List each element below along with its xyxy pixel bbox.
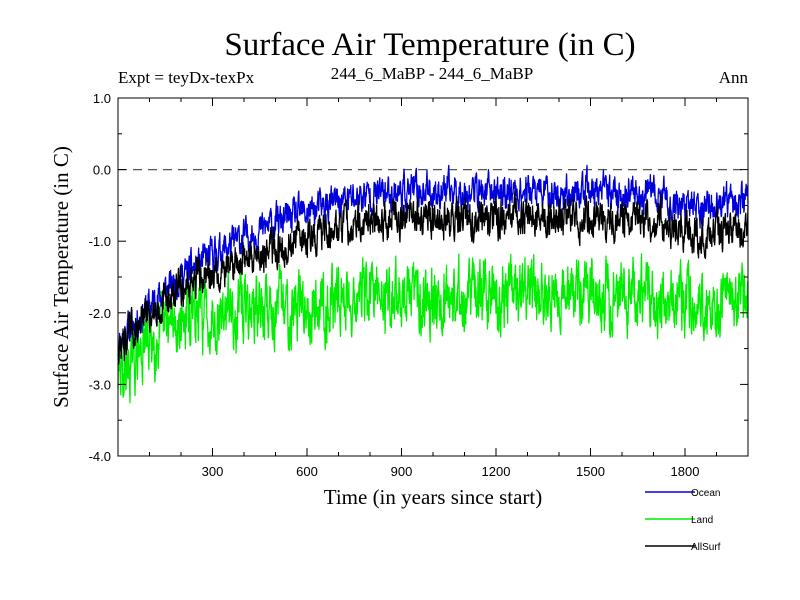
x-tick-label: 600 <box>296 464 318 479</box>
x-axis-label: Time (in years since start) <box>324 485 543 509</box>
legend-label-land: Land <box>691 515 713 526</box>
series-line-allsurf <box>117 189 749 365</box>
y-tick-label: -3.0 <box>89 377 111 392</box>
y-tick-label: 0.0 <box>93 163 111 178</box>
chart-subtitle-left: Expt = teyDx-texPx <box>118 68 255 87</box>
x-tick-label: 1500 <box>576 464 605 479</box>
chart-title: Surface Air Temperature (in C) <box>224 27 635 63</box>
legend-label-ocean: Ocean <box>691 488 720 499</box>
plot-area <box>117 164 749 404</box>
series-line-land <box>117 253 749 404</box>
x-tick-label: 1800 <box>671 464 700 479</box>
x-tick-label: 900 <box>391 464 413 479</box>
y-tick-label: -1.0 <box>89 234 111 249</box>
series-line-ocean <box>117 164 749 358</box>
y-tick-label: -4.0 <box>89 449 111 464</box>
chart-subtitle-center: 244_6_MaBP - 244_6_MaBP <box>331 64 533 83</box>
y-axis-label: Surface Air Temperature (in C) <box>49 146 73 408</box>
legend-label-allsurf: AllSurf <box>691 542 721 553</box>
legend: Ocean Land AllSurf <box>645 488 721 553</box>
y-tick-label: -2.0 <box>89 306 111 321</box>
x-tick-label: 300 <box>202 464 224 479</box>
y-tick-label: 1.0 <box>93 91 111 106</box>
axis-ticks: 300 600 900 1200 1500 1800 -4.0 -3.0 -2.0 -1.0 0.0… <box>89 91 748 479</box>
x-tick-label: 1200 <box>482 464 511 479</box>
chart-subtitle-right: Ann <box>719 68 749 87</box>
